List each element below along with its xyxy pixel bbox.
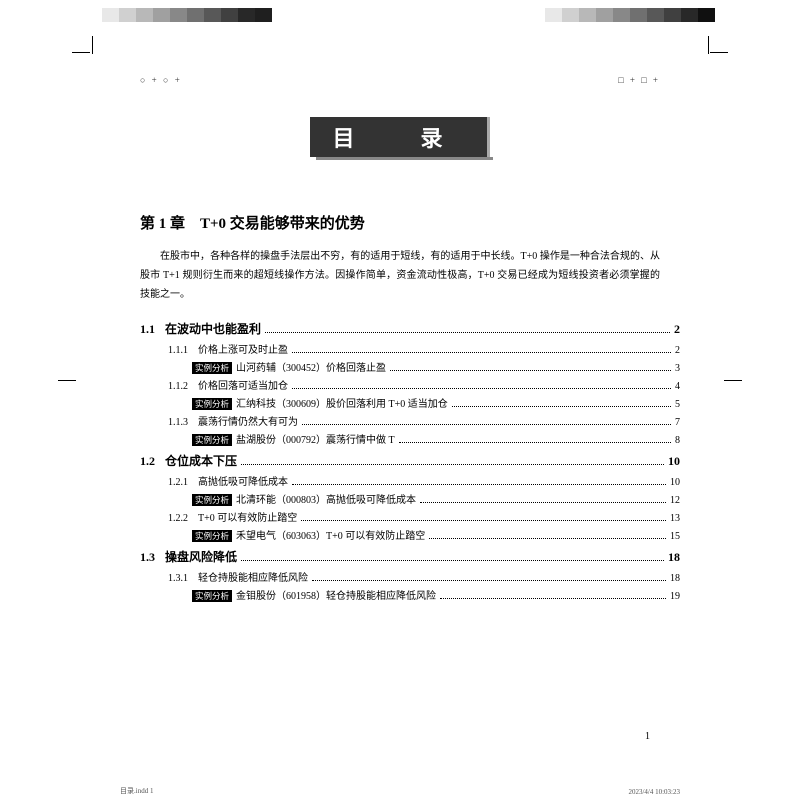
toc-section: 1.2仓位成本下压 10 (140, 452, 680, 469)
toc-subsection: 1.2.2T+0 可以有效防止踏空 13 (168, 509, 680, 524)
header-mark-right: □ + □ + (618, 75, 660, 85)
crop-mark (72, 52, 90, 53)
color-registration-bars (85, 8, 715, 22)
toc-example: 实例分析盐湖股份（000792）震荡行情中做 T 8 (192, 431, 680, 446)
crop-mark (58, 380, 76, 381)
toc-example: 实例分析山河药辅（300452）价格回落止盈 3 (192, 359, 680, 374)
crop-mark (724, 380, 742, 381)
toc-title: 目 录 (310, 117, 489, 157)
footer-file: 目录.indd 1 (120, 786, 153, 796)
toc-section: 1.3操盘风险降低 18 (140, 548, 680, 565)
toc-subsection: 1.1.1价格上涨可及时止盈 2 (168, 341, 680, 356)
chapter-title: 第 1 章 T+0 交易能够带来的优势 (120, 212, 680, 233)
crop-mark (710, 52, 728, 53)
toc-subsection: 1.2.1高抛低吸可降低成本 10 (168, 473, 680, 488)
toc-example: 实例分析北清环能（000803）高抛低吸可降低成本 12 (192, 491, 680, 506)
header-mark-left: ○ + ○ + (140, 75, 182, 85)
toc-subsection: 1.1.3震荡行情仍然大有可为 7 (168, 413, 680, 428)
toc-example: 实例分析禾望电气（603063）T+0 可以有效防止踏空 15 (192, 527, 680, 542)
crop-mark (92, 36, 93, 54)
toc-subsection: 1.3.1轻仓持股能相应降低风险 18 (168, 569, 680, 584)
footer-date: 2023/4/4 10:03:23 (628, 788, 680, 796)
toc-subsection: 1.1.2价格回落可适当加仓 4 (168, 377, 680, 392)
chapter-intro: 在股市中，各种各样的操盘手法层出不穷，有的适用于短线，有的适用于中长线。T+0 … (120, 247, 680, 304)
toc-section: 1.1在波动中也能盈利 2 (140, 320, 680, 337)
toc-example: 实例分析金钼股份（601958）轻仓持股能相应降低风险 19 (192, 587, 680, 602)
toc-example: 实例分析汇纳科技（300609）股价回落利用 T+0 适当加仓 5 (192, 395, 680, 410)
crop-mark (708, 36, 709, 54)
page-number: 1 (645, 731, 650, 742)
